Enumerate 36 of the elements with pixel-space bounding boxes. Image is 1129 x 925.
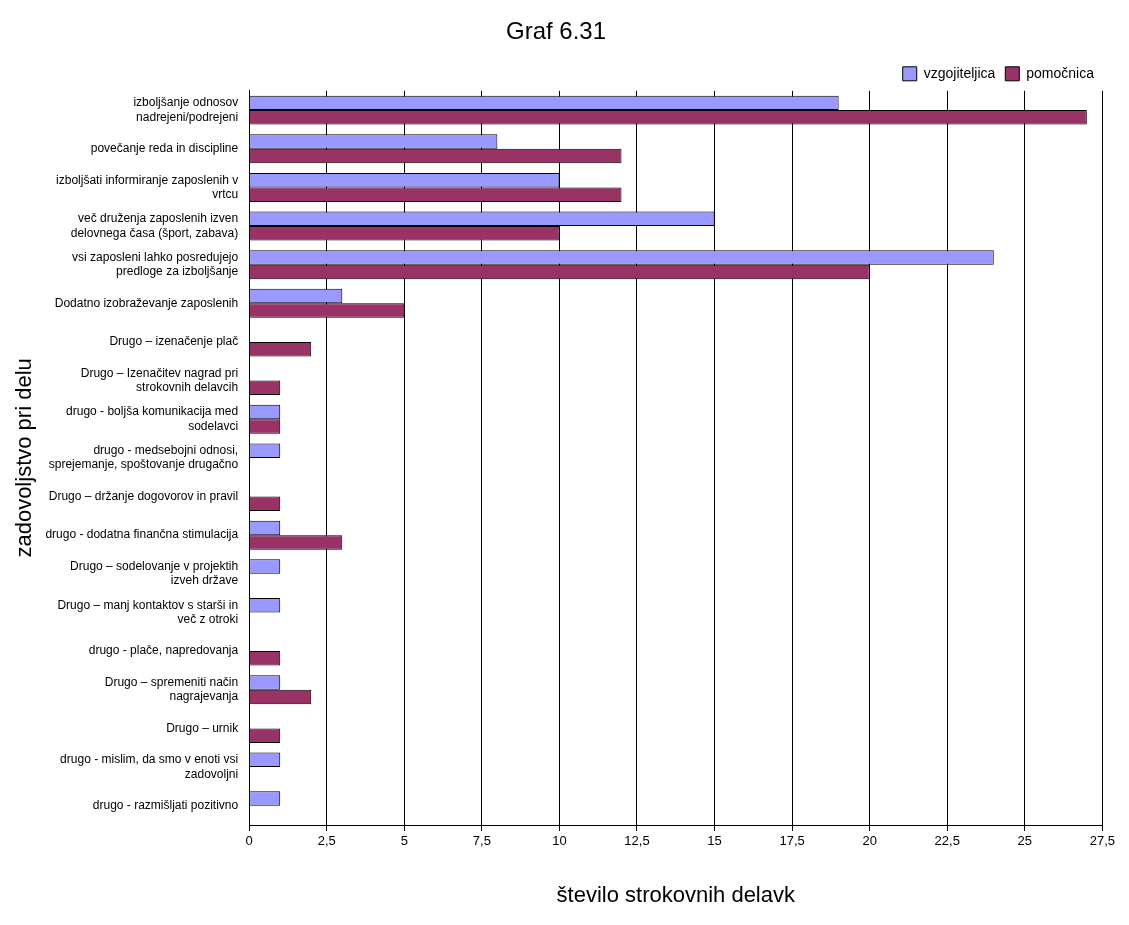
legend-label: pomočnica <box>1026 64 1095 81</box>
x-tick-label: 2,5 <box>317 833 336 849</box>
legend-label: vzgojiteljica <box>923 64 996 81</box>
y-tick-label: Drugo – spremeniti način nagrajevanja <box>104 674 239 704</box>
x-tick-label: 12,5 <box>624 833 650 849</box>
x-tick-label: 20 <box>862 833 877 849</box>
y-tick-label: Dodatno izobraževanje zaposlenih <box>54 295 239 310</box>
y-tick-label: Drugo – urnik <box>166 720 240 735</box>
y-tick-label: drugo - dodatna finančna stimulacija <box>45 527 239 542</box>
x-tick-label: 27,5 <box>1089 833 1116 849</box>
x-tick-label: 10 <box>552 833 567 849</box>
x-tick-label: 17,5 <box>779 833 805 849</box>
y-tick-label: Drugo – manj kontaktov s starši in več z otroki <box>57 597 239 626</box>
x-tick-label: 5 <box>400 833 408 849</box>
y-tick-label: drugo - razmišljati pozitivno <box>92 797 239 812</box>
y-tick-label: drugo - boljša komunikacija med sodelavci <box>66 404 239 433</box>
x-tick-label: 25 <box>1017 833 1033 849</box>
y-tick-label: Drugo – držanje dogovorov in pravil <box>48 488 239 503</box>
y-tick-label: povečanje reda in discipline <box>90 141 239 156</box>
x-tick-label: 0 <box>245 833 253 849</box>
y-tick-label: Drugo – izenačenje plač <box>109 334 239 349</box>
y-axis-title: zadovoljstvo pri delu <box>11 358 37 558</box>
x-axis-title: število strokovnih delavk <box>556 881 796 907</box>
y-tick-label: drugo - plače, napredovanja <box>88 643 239 658</box>
y-tick-label: drugo - medsebojni odnosi, sprejemanje, spoštovanje drugačno <box>48 443 239 472</box>
y-tick-label: vsi zaposleni lahko posredujejo predloge za izboljšanje <box>72 249 239 279</box>
x-tick-label: 22,5 <box>934 833 960 849</box>
x-tick-label: 15 <box>707 833 722 849</box>
y-tick-label: več druženja zaposlenih izven delovnega časa (šport, zabava) <box>70 211 239 240</box>
y-tick-label: Drugo – Izenačitev nagrad pri strokovnih delavcih <box>80 365 239 395</box>
y-tick-label: drugo - mislim, da smo v enoti vsi zadovoljni <box>60 752 239 781</box>
chart-title: Graf 6.31 <box>505 17 607 45</box>
x-tick-label: 7,5 <box>472 833 491 849</box>
y-tick-label: izboljšati informiranje zaposlenih v vrtcu <box>56 172 239 201</box>
y-tick-label: Drugo – sodelovanje v projektih izveh države <box>70 558 239 588</box>
y-tick-label: izboljšanje odnosov nadrejeni/podrejeni <box>133 95 239 124</box>
